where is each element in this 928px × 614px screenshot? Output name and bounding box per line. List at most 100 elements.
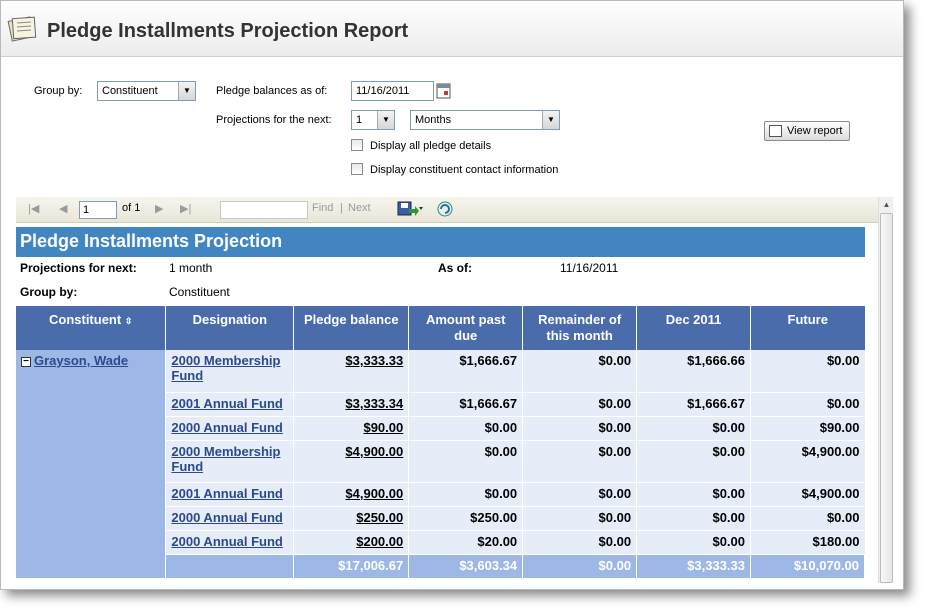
- column-header: Remainder of this month: [522, 306, 638, 350]
- first-page-icon[interactable]: |◀: [28, 203, 40, 215]
- find-input[interactable]: [220, 201, 308, 219]
- refresh-icon[interactable]: [437, 201, 453, 217]
- total-remainder-cell: $0.00: [522, 554, 638, 579]
- next-link[interactable]: Next: [348, 202, 371, 214]
- chevron-down-icon: ▼: [178, 82, 195, 100]
- future-cell: $180.00: [750, 530, 865, 555]
- remainder-cell: $0.00: [522, 440, 638, 483]
- table-row: 2000 Annual Fund $200.00 $20.00 $0.00 $0.00 $…: [16, 530, 865, 555]
- table-row: 2001 Annual Fund $3,333.34 $1,666.67 $0.00 $…: [16, 392, 865, 417]
- column-header-label: Constituent: [48, 312, 122, 327]
- table-row: 2001 Annual Fund $4,900.00 $0.00 $0.00 $0.00…: [16, 482, 865, 507]
- group-by-label: Group by:: [34, 85, 83, 97]
- vertical-scrollbar[interactable]: ▲: [878, 197, 893, 583]
- past-due-cell: $20.00: [408, 530, 524, 555]
- column-header: Designation: [165, 306, 295, 350]
- find-link[interactable]: Find: [312, 202, 334, 214]
- remainder-cell: $0.00: [522, 530, 638, 555]
- designation-link[interactable]: 2001 Annual Fund: [171, 395, 283, 411]
- page-number-input[interactable]: 1: [79, 201, 117, 219]
- report-icon: [769, 125, 782, 137]
- report-book-icon: [7, 16, 37, 42]
- totals-row: $17,006.67 $3,603.34 $0.00 $3,333.33 $10,070…: [16, 554, 865, 579]
- scroll-up-icon[interactable]: ▲: [882, 200, 891, 209]
- page-header: Pledge Installments Projection Report: [1, 1, 903, 57]
- column-header[interactable]: Constituent ⇳: [16, 306, 167, 350]
- remainder-cell: $0.00: [522, 392, 638, 417]
- projections-unit-value: Months: [415, 114, 452, 126]
- previous-page-icon[interactable]: ◀: [59, 203, 68, 215]
- projections-unit-select[interactable]: Months ▼: [410, 110, 560, 130]
- asof-meta-label: As of:: [438, 261, 472, 275]
- projections-count-value: 1: [356, 114, 363, 126]
- last-page-icon[interactable]: ▶|: [180, 203, 192, 215]
- future-cell: $0.00: [750, 350, 865, 393]
- designation-link[interactable]: 2000 Annual Fund: [171, 419, 283, 435]
- scrollbar-thumb[interactable]: [880, 213, 893, 583]
- column-header: Amount past due: [408, 306, 524, 350]
- balances-label: Pledge balances as of:: [216, 85, 328, 97]
- display-details-checkbox[interactable]: [351, 139, 363, 151]
- designation-link[interactable]: 2000 Membership Fund: [171, 353, 281, 383]
- designation-link[interactable]: 2001 Annual Fund: [171, 485, 283, 501]
- projections-meta-value: 1 month: [169, 261, 213, 275]
- chevron-down-icon: ▼: [377, 111, 394, 129]
- report-content: Pledge Installments Projection Projectio…: [16, 223, 878, 583]
- future-cell: $0.00: [750, 506, 865, 531]
- table-body: − Grayson, Wade 2000 Membership Fund $3,333…: [16, 350, 865, 579]
- total-dec-cell: $3,333.33: [636, 554, 752, 579]
- projections-count-select[interactable]: 1 ▼: [351, 110, 395, 130]
- display-contact-checkbox[interactable]: [351, 163, 363, 175]
- table-header-row: Constituent ⇳ Designation Pledge balance…: [16, 306, 865, 350]
- report-title: Pledge Installments Projection: [16, 227, 865, 257]
- balance-cell: $90.00: [293, 416, 410, 441]
- future-cell: $4,900.00: [750, 482, 865, 507]
- view-report-button[interactable]: View report: [764, 121, 850, 141]
- column-header: Future: [750, 306, 865, 350]
- projections-meta-label: Projections for next:: [20, 261, 137, 275]
- future-cell: $0.00: [750, 392, 865, 417]
- dec-cell: $0.00: [636, 416, 752, 441]
- remainder-cell: $0.00: [522, 350, 638, 393]
- page-title: Pledge Installments Projection Report: [47, 20, 409, 42]
- total-past-due-cell: $3,603.34: [408, 554, 524, 579]
- totals-blank-cell: [165, 554, 295, 579]
- projections-label: Projections for the next:: [216, 114, 332, 126]
- table-row: − Grayson, Wade 2000 Membership Fund $3,333…: [16, 350, 865, 579]
- report-viewer-toolbar: |◀ ◀ 1 of 1 ▶ ▶| Find | Next: [16, 197, 893, 223]
- designation-cell: 2000 Annual Fund: [165, 530, 295, 555]
- past-due-cell: $0.00: [408, 440, 524, 483]
- group-meta-value: Constituent: [169, 285, 230, 299]
- export-save-icon[interactable]: [397, 201, 423, 217]
- asof-meta-value: 11/16/2011: [560, 261, 619, 275]
- dec-cell: $0.00: [636, 506, 752, 531]
- balance-cell: $4,900.00: [293, 440, 410, 483]
- balance-cell: $250.00: [293, 506, 410, 531]
- future-cell: $90.00: [750, 416, 865, 441]
- designation-link[interactable]: 2000 Annual Fund: [171, 509, 283, 525]
- group-meta-label: Group by:: [20, 285, 78, 299]
- past-due-cell: $0.00: [408, 482, 524, 507]
- next-page-icon[interactable]: ▶: [155, 203, 164, 215]
- report-window: Pledge Installments Projection Report Gr…: [0, 0, 904, 590]
- balance-cell: $4,900.00: [293, 482, 410, 507]
- designation-cell: 2001 Annual Fund: [165, 392, 295, 417]
- group-by-select[interactable]: Constituent ▼: [97, 81, 196, 101]
- remainder-cell: $0.00: [522, 416, 638, 441]
- balance-cell: $3,333.33: [293, 350, 410, 393]
- projection-table: Constituent ⇳ Designation Pledge balance…: [16, 306, 865, 579]
- past-due-cell: $1,666.67: [408, 392, 524, 417]
- dec-cell: $0.00: [636, 530, 752, 555]
- balances-date-input[interactable]: 11/16/2011: [351, 81, 434, 101]
- constituent-cell: − Grayson, Wade: [16, 350, 167, 579]
- total-future-cell: $10,070.00: [750, 554, 865, 579]
- column-header: Dec 2011: [636, 306, 752, 350]
- designation-link[interactable]: 2000 Membership Fund: [171, 443, 281, 474]
- designation-cell: 2000 Membership Fund: [165, 440, 295, 483]
- designation-link[interactable]: 2000 Annual Fund: [171, 533, 283, 549]
- collapse-icon[interactable]: −: [21, 356, 31, 367]
- dec-cell: $1,666.67: [636, 392, 752, 417]
- constituent-link[interactable]: Grayson, Wade: [34, 353, 129, 368]
- calendar-icon[interactable]: [436, 82, 451, 99]
- group-by-value: Constituent: [102, 85, 158, 97]
